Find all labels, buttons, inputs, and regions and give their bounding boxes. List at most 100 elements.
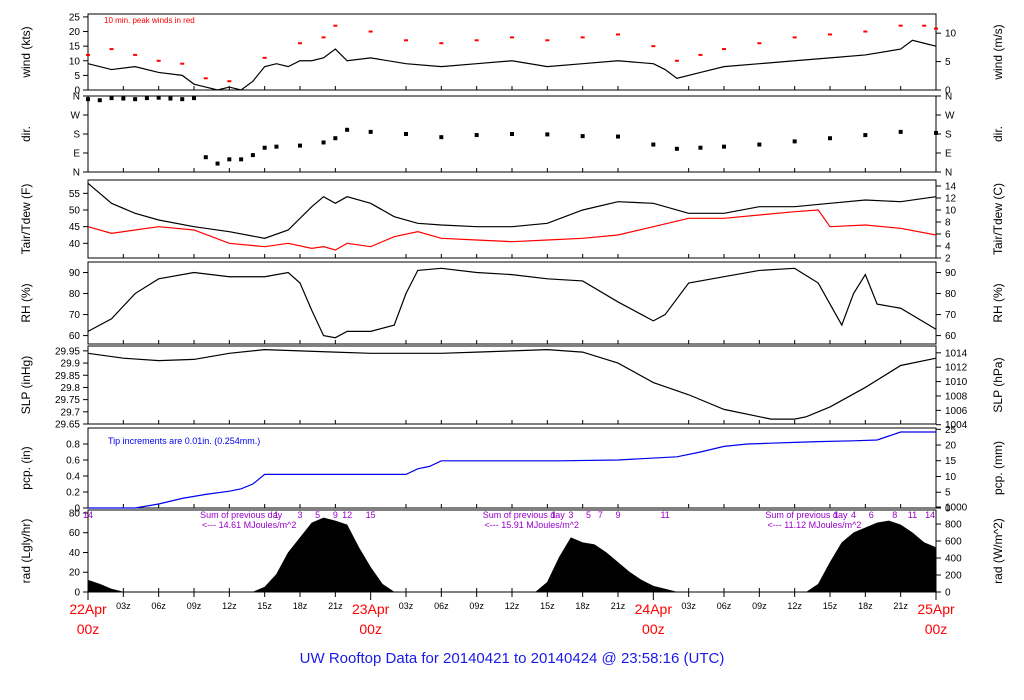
ytick-label-left-dir: N <box>73 168 80 179</box>
ytick-label-right-pcp: 0 <box>945 504 951 515</box>
point-wind-10-min-peak-winds <box>651 45 656 48</box>
ytick-label-left-dir: S <box>73 130 80 141</box>
xtick-label: 18z <box>293 601 308 611</box>
xtick-label: 12z <box>505 601 520 611</box>
point-wind-10-min-peak-winds <box>863 30 868 33</box>
date-label: 22Apr <box>69 601 107 617</box>
ytick-label-left-rh: 60 <box>69 331 81 342</box>
point-wind-10-min-peak-winds <box>757 42 762 45</box>
ytick-label-right-temp: 8 <box>945 218 951 229</box>
point-dir-wind-direction <box>439 135 444 140</box>
ytick-label-left-slp: 29.85 <box>55 371 80 382</box>
area-rad-solar-radiation <box>87 517 937 593</box>
ytick-label-right-slp: 1008 <box>945 391 968 402</box>
point-wind-10-min-peak-winds <box>545 39 550 42</box>
ytick-label-left-temp: 50 <box>69 206 81 217</box>
point-dir-wind-direction <box>274 144 279 149</box>
ylabel-left-rh: RH (%) <box>19 283 33 322</box>
ylabel-right-rad: rad (W/m^2) <box>991 518 1005 584</box>
date-sub-label: 00z <box>642 621 665 637</box>
ytick-label-left-rad: 0 <box>74 588 80 599</box>
ytick-label-right-slp: 1014 <box>945 348 968 359</box>
ytick-label-right-rad: 200 <box>945 571 962 582</box>
ytick-label-left-temp: 40 <box>69 239 81 250</box>
point-wind-10-min-peak-winds <box>828 33 832 36</box>
xtick-label: 15z <box>540 601 555 611</box>
ytick-label-right-pcp: 25 <box>945 425 957 436</box>
point-wind-10-min-peak-winds <box>474 39 479 42</box>
ytick-label-left-slp: 29.65 <box>55 420 80 431</box>
ytick-label-left-rad: 60 <box>69 528 81 539</box>
xtick-label: 15z <box>823 601 838 611</box>
point-dir-wind-direction <box>121 96 126 101</box>
rad-hour-mark: 9 <box>615 510 620 520</box>
ytick-label-right-rad: 0 <box>945 588 951 599</box>
line-slp-sea-level-pressure <box>87 349 937 420</box>
point-wind-10-min-peak-winds <box>298 42 302 45</box>
rad-hour-mark: 4 <box>851 510 856 520</box>
chart-footer-title: UW Rooftop Data for 20140421 to 20140424… <box>299 650 725 667</box>
ytick-label-left-temp: 45 <box>69 222 81 233</box>
point-wind-10-min-peak-winds <box>580 36 585 39</box>
ytick-label-left-rad: 20 <box>69 568 81 579</box>
point-dir-wind-direction <box>109 96 114 101</box>
ytick-label-right-temp: 2 <box>945 254 951 265</box>
xtick-label: 09z <box>469 601 484 611</box>
point-dir-wind-direction <box>239 157 244 162</box>
point-wind-10-min-peak-winds <box>133 53 138 56</box>
ytick-label-right-rad: 400 <box>945 554 962 565</box>
rad-annotation: Sum of previous day <box>200 510 283 520</box>
ytick-label-right-dir: S <box>945 130 952 141</box>
point-dir-wind-direction <box>203 155 208 160</box>
rad-hour-mark: 15 <box>366 510 376 520</box>
ytick-label-right-pcp: 15 <box>945 456 957 467</box>
rad-annotation: Sum of previous day <box>483 510 566 520</box>
ytick-label-right-rad: 600 <box>945 537 962 548</box>
rad-annotation: <--- 11.12 MJoules/m^2 <box>768 520 862 530</box>
ylabel-right-pcp: pcp. (mm) <box>991 441 1005 495</box>
point-dir-wind-direction <box>510 132 514 136</box>
rad-hour-mark: 11 <box>660 510 669 520</box>
point-wind-10-min-peak-winds <box>674 59 679 62</box>
point-dir-wind-direction <box>333 136 338 141</box>
date-sub-label: 00z <box>359 621 382 637</box>
ytick-label-left-pcp: 0.2 <box>66 488 80 499</box>
point-dir-wind-direction <box>345 127 350 132</box>
ytick-label-right-slp: 1006 <box>945 406 968 417</box>
line-rh-relative-humidity <box>87 267 937 339</box>
point-dir-wind-direction <box>863 133 868 138</box>
point-dir-wind-direction <box>156 95 161 100</box>
xtick-label: 18z <box>858 601 873 611</box>
ytick-label-right-temp: 12 <box>945 194 957 205</box>
point-wind-10-min-peak-winds <box>321 36 326 39</box>
rad-hour-mark: 11 <box>908 510 917 520</box>
xtick-label: 21z <box>611 601 626 611</box>
panel-rad: rad (Lgly/hr) rad (W/m^2)0204060800200400… <box>19 503 1005 599</box>
point-wind-10-min-peak-winds <box>109 48 114 51</box>
date-sub-label: 00z <box>925 621 948 637</box>
point-wind-10-min-peak-winds <box>698 53 703 56</box>
ylabel-right-rh: RH (%) <box>991 283 1005 322</box>
ytick-label-right-slp: 1004 <box>945 420 968 431</box>
ytick-label-left-wind: 25 <box>69 12 81 23</box>
ytick-label-left-pcp: 0.4 <box>66 472 80 483</box>
point-dir-wind-direction <box>474 133 479 138</box>
ytick-label-right-pcp: 10 <box>945 472 957 483</box>
line-temp-tdew <box>87 209 937 251</box>
ytick-label-right-pcp: 20 <box>945 441 957 452</box>
ytick-label-left-slp: 29.8 <box>61 383 81 394</box>
line-pcp-precipitation <box>88 431 936 509</box>
rad-annotation: <--- 15.91 MJoules/m^2 <box>485 520 580 530</box>
ylabel-left-slp: SLP (inHg) <box>19 356 33 414</box>
ytick-label-right-slp: 1010 <box>945 377 968 388</box>
ytick-label-left-wind: 15 <box>69 42 81 53</box>
rad-hour-mark: 1 <box>833 510 838 520</box>
xtick-label: 21z <box>893 601 908 611</box>
ytick-label-right-rh: 60 <box>945 331 957 342</box>
point-dir-wind-direction <box>757 142 762 147</box>
ylabel-left-rad: rad (Lgly/hr) <box>19 519 33 584</box>
rad-hour-mark: 5 <box>315 510 320 520</box>
line-temp-tair <box>87 182 937 239</box>
